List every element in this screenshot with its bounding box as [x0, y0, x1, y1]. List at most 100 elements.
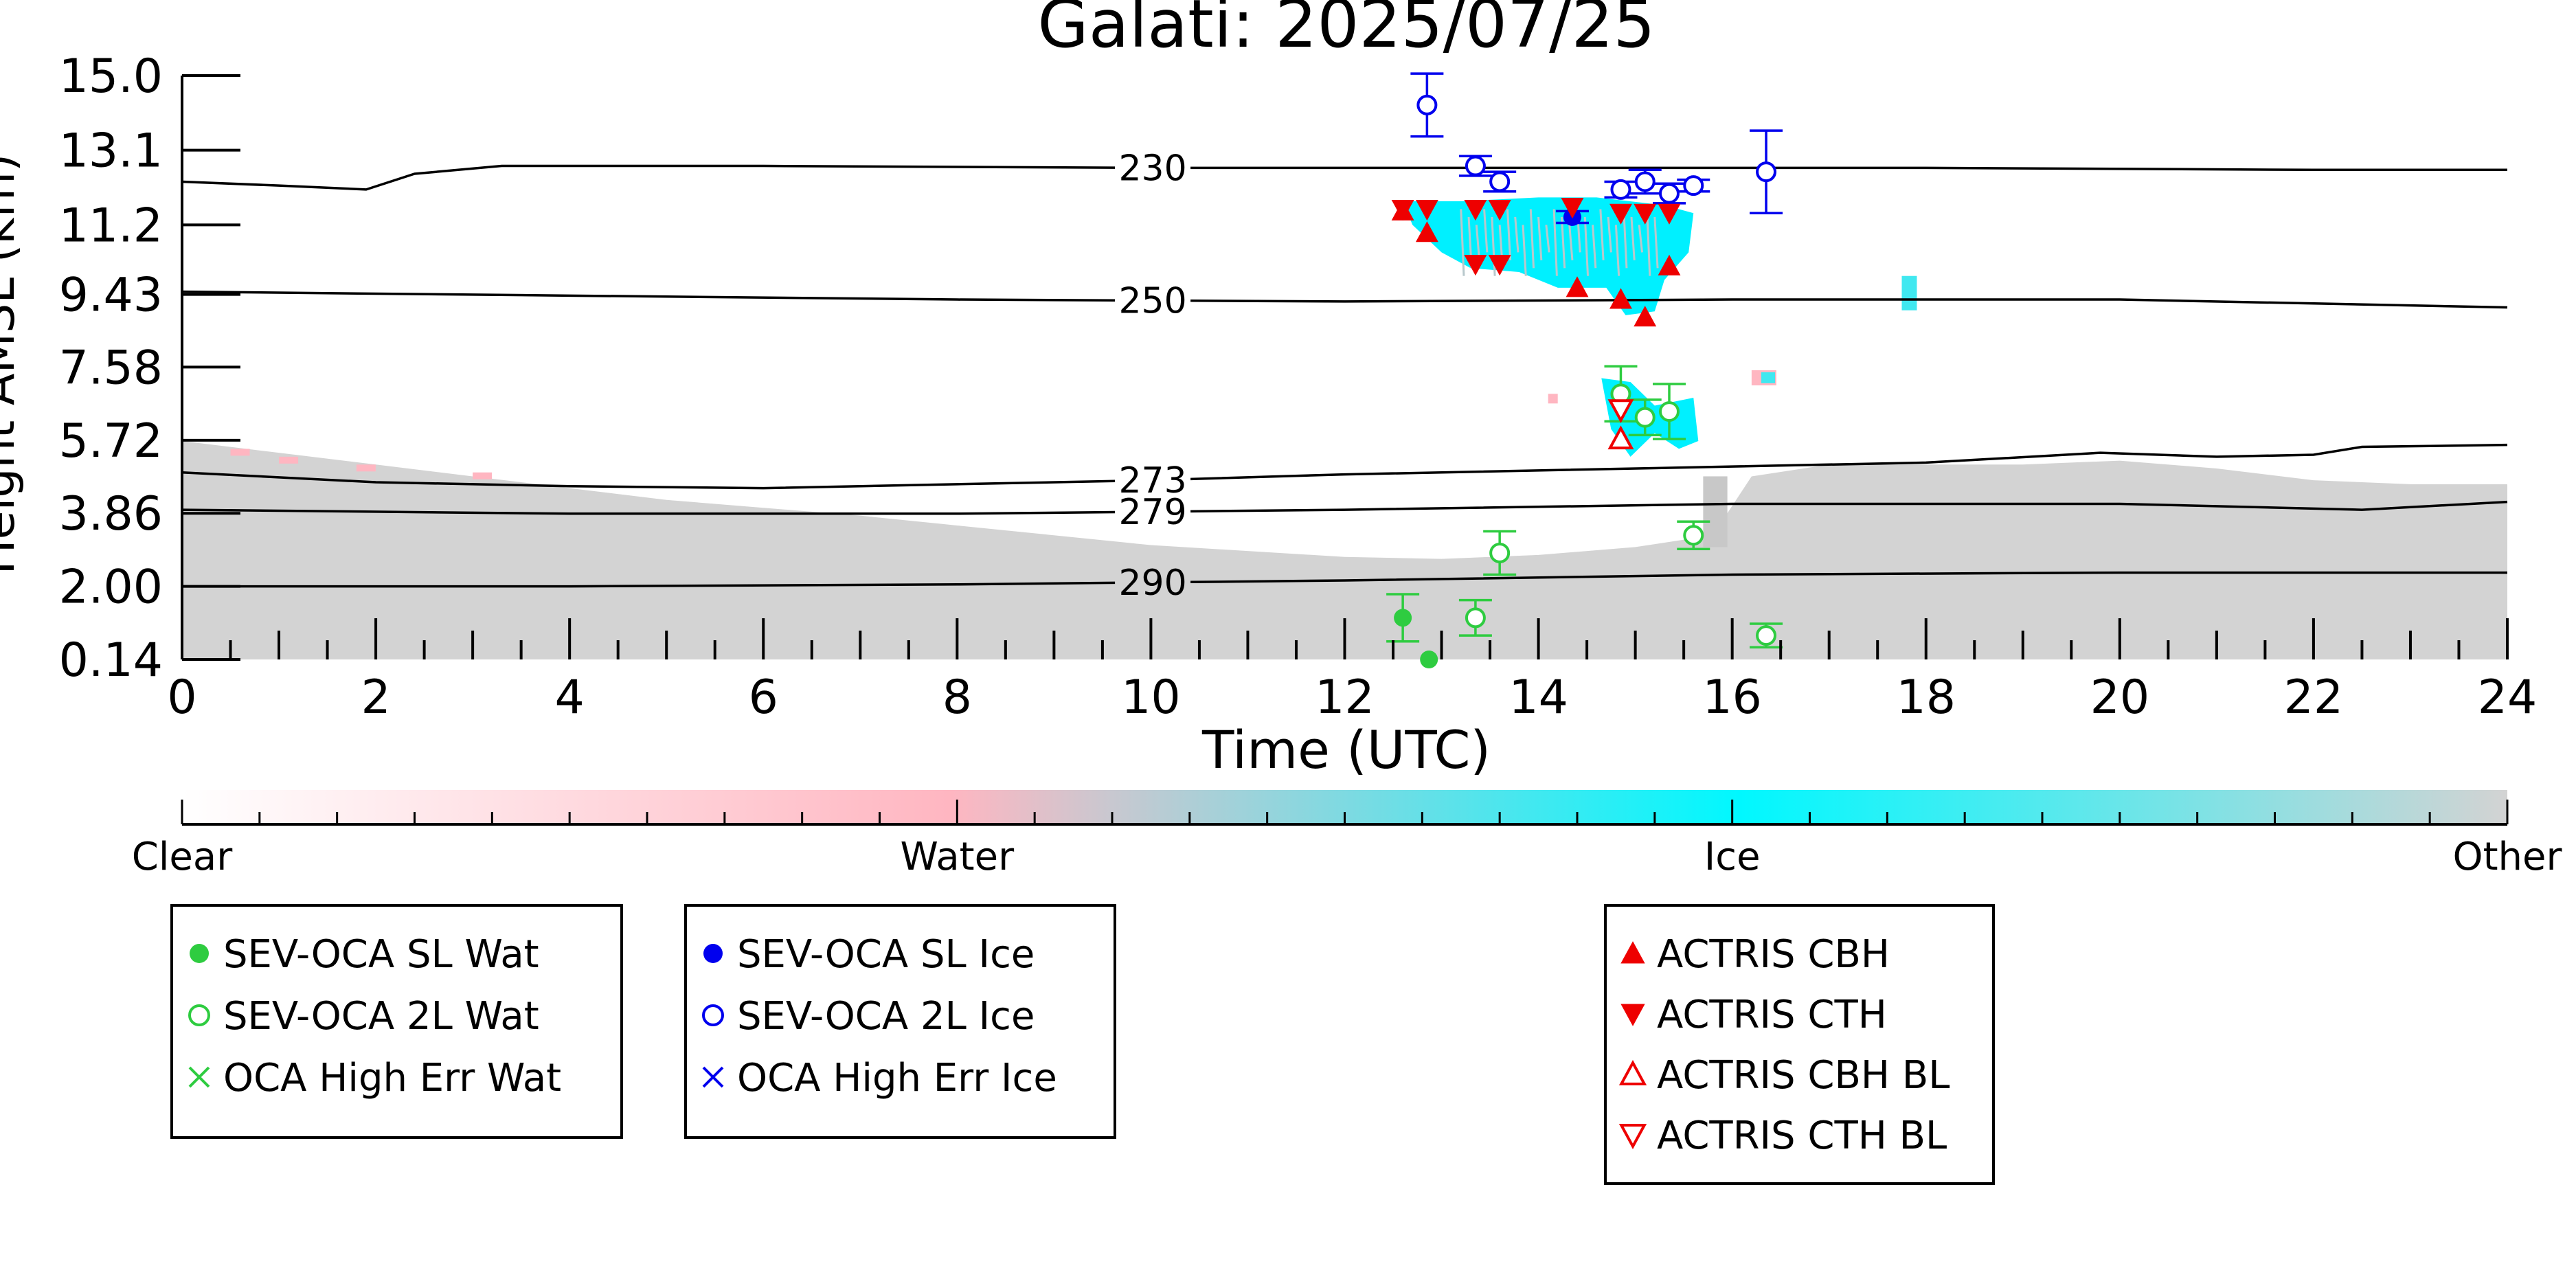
data-point	[1756, 161, 1777, 183]
y-tick-label: 15.0	[59, 49, 163, 104]
other-echo-column	[1703, 476, 1728, 547]
data-point	[1561, 198, 1584, 219]
legend-marker	[1620, 1004, 1645, 1026]
other-echo-streak	[1583, 216, 1590, 276]
data-point	[1634, 306, 1657, 327]
x-tick-label: 12	[1315, 670, 1375, 725]
legend-entry-label: ACTRIS CTH	[1657, 993, 1887, 1037]
contour-line	[1190, 166, 2507, 172]
data-point	[1566, 276, 1589, 297]
data-point	[1658, 183, 1680, 204]
marker-stroke	[702, 1066, 724, 1088]
contour-line	[181, 508, 1116, 515]
data-point	[1465, 607, 1486, 629]
legend-marker	[190, 944, 209, 963]
x-tick-label: 0	[167, 670, 196, 725]
contour-line	[181, 164, 1116, 191]
x-tick-label: 14	[1509, 670, 1568, 725]
data-point	[1465, 155, 1486, 177]
data-point	[1634, 171, 1656, 192]
data-markers	[1386, 72, 1783, 668]
colorbar-label: Clear	[132, 835, 233, 879]
contour-line	[1190, 298, 2508, 309]
contour-line	[181, 471, 1116, 490]
legend-box: SEV-OCA SL Wat SEV-OCA 2L Wat OCA High Err…	[170, 904, 623, 1139]
legend-entry-label: ACTRIS CTH BL	[1657, 1114, 1947, 1158]
data-point	[1489, 171, 1511, 192]
legend-box: ACTRIS CBH ACTRIS CTH ACTRIS CBH BL ACTRIS …	[1604, 904, 1995, 1185]
data-point	[1658, 203, 1681, 225]
data-point	[1464, 199, 1487, 221]
data-point	[1489, 542, 1511, 563]
other-echo-streak	[1614, 225, 1620, 276]
data-point	[1420, 651, 1438, 668]
x-tick-label: 18	[1896, 670, 1956, 725]
contour-line	[182, 581, 1116, 588]
data-point	[1391, 199, 1414, 221]
legend-marker	[702, 1004, 724, 1026]
legend-frame	[1604, 904, 1995, 1185]
y-tick-label: 2.00	[59, 561, 163, 615]
data-point	[1607, 425, 1634, 450]
data-point	[1756, 625, 1777, 646]
legend-marker	[703, 944, 723, 963]
other-echo-streak	[1475, 225, 1481, 260]
ice-echo-speck	[1901, 275, 1917, 310]
data-point	[1609, 288, 1632, 309]
other-echo-streak	[1529, 209, 1535, 269]
x-tick-label: 2	[361, 670, 390, 725]
other-echo-streak	[1560, 216, 1566, 269]
x-tick-label: 4	[555, 670, 585, 725]
legend-frame	[170, 904, 623, 1139]
x-tick-label: 24	[2478, 670, 2538, 725]
colorbar-label: Water	[901, 835, 1015, 879]
y-axis-label: Height AMSL (km)	[0, 154, 25, 575]
water-echo-speck	[230, 449, 250, 456]
other-echo-streak	[1599, 209, 1605, 260]
data-point	[1394, 609, 1412, 627]
other-echo-streak	[1506, 209, 1512, 260]
legend-entry-label: ACTRIS CBH BL	[1657, 1053, 1950, 1098]
other-echo-streak	[1537, 216, 1543, 260]
legend-entry-label: SEV-OCA 2L Ice	[737, 994, 1035, 1039]
ice-echo-speck	[1761, 372, 1775, 383]
other-echo-streak	[1653, 216, 1659, 269]
y-tick-label: 11.2	[59, 199, 163, 253]
legend-entry-label: SEV-OCA SL Wat	[223, 932, 539, 977]
legend-frame	[684, 904, 1116, 1139]
x-tick-label: 10	[1121, 670, 1181, 725]
legend-entry-label: ACTRIS CBH	[1657, 932, 1890, 977]
other-echo-streak	[1638, 225, 1643, 253]
other-echo-streak	[1460, 209, 1465, 276]
y-tick-label: 0.14	[59, 633, 163, 688]
other-echo-streak	[1483, 209, 1489, 253]
x-tick-label: 16	[1702, 670, 1762, 725]
contour-label: 279	[1118, 492, 1186, 533]
other-echo-streak	[1514, 216, 1519, 253]
data-point	[1683, 175, 1704, 196]
other-echo-streak	[1607, 216, 1612, 253]
y-tick-label: 3.86	[59, 487, 163, 541]
other-echo-streak	[1491, 216, 1496, 276]
other-echo-streak	[1592, 225, 1597, 269]
x-axis-label: Time (UTC)	[1201, 719, 1491, 780]
other-echo-streak	[1552, 209, 1558, 276]
data-point	[1658, 254, 1681, 275]
other-echo-streak	[1646, 209, 1651, 276]
chart-title: Galati: 2025/07/25	[1037, 0, 1655, 63]
x-tick-label: 22	[2284, 670, 2344, 725]
data-point	[1683, 525, 1704, 546]
other-echo-streak	[1545, 225, 1550, 253]
legend-area: SEV-OCA SL Wat SEV-OCA 2L Wat OCA High Err…	[170, 904, 1995, 1185]
other-echo-streak	[1522, 225, 1527, 276]
colorbar-label: Other	[2452, 835, 2562, 879]
legend-box: SEV-OCA SL Ice SEV-OCA 2L Ice OCA High Err…	[684, 904, 1116, 1139]
other-echo-streak	[1568, 225, 1574, 260]
water-echo-speck	[356, 464, 376, 472]
legend-marker	[188, 1066, 210, 1088]
data-point	[1415, 199, 1438, 221]
data-point	[1488, 199, 1511, 221]
legend-marker	[702, 1066, 724, 1088]
y-tick-label: 5.72	[59, 414, 163, 468]
